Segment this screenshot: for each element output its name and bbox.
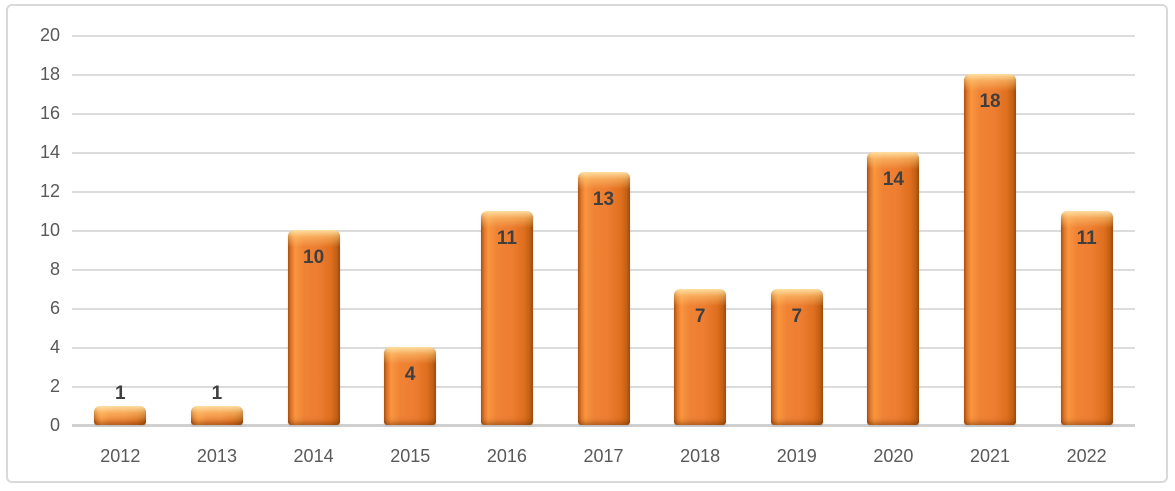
y-tick-label: 6 (49, 298, 60, 318)
bar-2022[interactable]: 11 (1060, 210, 1113, 425)
x-tick-label: 2013 (196, 446, 237, 466)
bar-2015[interactable]: 4 (384, 347, 437, 425)
x-tick-label: 2015 (390, 446, 431, 466)
data-label: 7 (791, 305, 803, 327)
x-tick-label: 2021 (970, 446, 1011, 466)
y-tick-label: 18 (39, 64, 60, 84)
data-label: 1 (115, 382, 126, 404)
data-label: 10 (303, 247, 325, 268)
y-tick-label: 2 (49, 376, 60, 396)
data-label: 13 (592, 188, 615, 210)
bar-2019[interactable]: 7 (770, 288, 823, 425)
y-tick-label: 4 (49, 337, 60, 357)
data-label: 11 (496, 227, 517, 249)
x-tick-label: 2018 (680, 446, 721, 466)
bar-2017[interactable]: 13 (577, 171, 630, 425)
x-tick-label: 2019 (776, 446, 817, 466)
bar-2016[interactable]: 11 (480, 210, 533, 425)
data-label: 18 (979, 91, 1001, 112)
y-tick-label: 8 (49, 259, 60, 279)
bar-2012[interactable]: 1 (94, 383, 147, 425)
bar-2018[interactable]: 7 (674, 288, 727, 425)
bar-2014[interactable]: 10 (287, 230, 340, 425)
gridline (72, 152, 1135, 154)
x-axis-line (72, 424, 1135, 427)
plot-area: 1 1 10 4 11 13 7 7 14 18 11 (72, 35, 1135, 427)
data-label: 4 (404, 364, 416, 385)
x-tick-label: 2016 (486, 446, 527, 466)
chart-frame: 1 1 10 4 11 13 7 7 14 18 11 0 2 4 6 8 10 12 14 16 18 20 2012… (6, 4, 1168, 483)
y-tick-label: 0 (49, 415, 60, 435)
bar-2021[interactable]: 18 (964, 74, 1017, 425)
y-tick-label: 16 (39, 103, 60, 123)
data-label: 14 (882, 169, 904, 190)
x-tick-label: 2012 (100, 446, 141, 466)
x-tick-label: 2020 (873, 446, 914, 466)
data-label: 7 (694, 305, 706, 327)
bar-2013[interactable]: 1 (190, 383, 243, 425)
y-tick-label: 12 (39, 181, 60, 201)
x-tick-label: 2017 (583, 446, 624, 466)
bar-2020[interactable]: 14 (867, 152, 920, 425)
data-label: 1 (211, 382, 223, 404)
data-label: 11 (1076, 227, 1097, 249)
y-tick-label: 20 (39, 25, 60, 45)
x-tick-label: 2014 (293, 446, 334, 466)
y-tick-label: 10 (39, 220, 60, 240)
gridline (72, 74, 1135, 76)
y-tick-label: 14 (39, 142, 60, 162)
gridline (72, 113, 1135, 115)
x-tick-label: 2022 (1066, 446, 1107, 466)
gridline (72, 35, 1135, 37)
